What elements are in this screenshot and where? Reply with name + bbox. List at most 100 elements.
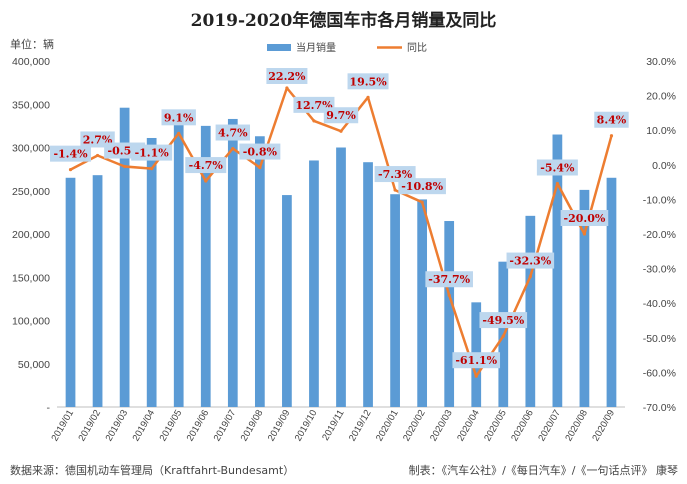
yoy-point bbox=[95, 153, 100, 158]
data-label-bg bbox=[479, 312, 528, 329]
yoy-point bbox=[366, 95, 370, 99]
bar bbox=[119, 107, 130, 408]
credit-note: 制表：《汽车公社》/《每日汽车》/《一句话点评》 康琴 bbox=[409, 463, 678, 477]
left-tick-label: 150,000 bbox=[12, 272, 50, 284]
right-tick-label: -40.0% bbox=[643, 298, 676, 310]
right-tick-label: -60.0% bbox=[643, 367, 676, 379]
data-label: 19.5% bbox=[349, 75, 387, 88]
left-tick-label: 400,000 bbox=[12, 56, 50, 68]
yoy-point bbox=[285, 86, 289, 90]
data-label: -5.4% bbox=[540, 161, 575, 174]
x-tick-label: 2019/02 bbox=[76, 408, 103, 443]
data-label: -1.4% bbox=[53, 148, 88, 161]
bar bbox=[336, 147, 346, 407]
bar bbox=[146, 137, 157, 408]
legend-label-sales: 当月销量 bbox=[296, 41, 336, 54]
data-label: -1.1% bbox=[135, 147, 170, 160]
x-tick-label: 2020/09 bbox=[590, 408, 617, 443]
data-label: -4.7% bbox=[189, 159, 224, 172]
bar-series bbox=[65, 107, 617, 408]
yoy-point bbox=[312, 119, 316, 123]
right-axis: -70.0% -60.0% -50.0% -40.0% -30.0% -20.0% -10.… bbox=[643, 56, 676, 414]
yoy-point bbox=[204, 179, 208, 183]
yoy-point bbox=[177, 131, 181, 135]
yoy-point bbox=[447, 293, 451, 297]
left-tick-label: - bbox=[47, 402, 51, 414]
data-label: -0.8% bbox=[243, 146, 278, 159]
data-label-bg bbox=[536, 159, 578, 176]
right-tick-label: -10.0% bbox=[643, 194, 676, 206]
data-label: -32.3% bbox=[509, 255, 551, 268]
x-tick-label: 2020/03 bbox=[428, 408, 455, 443]
data-label: 22.2% bbox=[268, 70, 306, 83]
data-label-bg bbox=[131, 144, 173, 161]
x-axis: 2019/01 2019/02 2019/03 2019/04 2019/05 2019/… bbox=[49, 408, 617, 443]
data-label: -7.3% bbox=[378, 168, 413, 181]
data-label: 4.7% bbox=[218, 127, 248, 140]
bar bbox=[309, 160, 319, 407]
right-tick-label: -30.0% bbox=[643, 264, 676, 276]
data-label: 9.7% bbox=[326, 109, 356, 122]
data-label-bg bbox=[560, 210, 609, 226]
x-tick-label: 2019/09 bbox=[266, 408, 293, 443]
x-tick-label: 2020/04 bbox=[455, 408, 482, 443]
x-tick-label: 2020/06 bbox=[509, 408, 536, 443]
data-label-bg bbox=[374, 166, 416, 183]
left-tick-label: 300,000 bbox=[12, 143, 50, 155]
x-tick-label: 2020/01 bbox=[374, 408, 401, 443]
legend-label-yoy: 同比 bbox=[407, 42, 427, 54]
data-label-bg bbox=[239, 143, 281, 160]
yoy-point bbox=[474, 374, 478, 378]
bar bbox=[606, 177, 617, 407]
right-tick-label: 30.0% bbox=[646, 56, 676, 68]
yoy-point bbox=[609, 134, 614, 138]
data-label-bg bbox=[506, 252, 555, 269]
x-tick-label: 2019/11 bbox=[320, 408, 346, 443]
x-tick-label: 2020/08 bbox=[563, 408, 590, 443]
yoy-point bbox=[420, 200, 424, 204]
yoy-point bbox=[150, 167, 154, 171]
yoy-point bbox=[528, 274, 532, 279]
yoy-point bbox=[123, 164, 127, 169]
data-label-bg bbox=[185, 157, 227, 174]
data-label: -61.1% bbox=[455, 354, 497, 367]
legend-swatch-sales bbox=[267, 44, 291, 51]
data-label: 8.4% bbox=[597, 114, 627, 127]
bar bbox=[363, 162, 373, 407]
data-label: 9.1% bbox=[164, 111, 194, 124]
bar bbox=[525, 215, 536, 407]
data-label: 12.7% bbox=[295, 99, 333, 112]
right-tick-label: -20.0% bbox=[643, 229, 676, 241]
right-tick-label: 10.0% bbox=[646, 125, 676, 137]
source-note: 数据来源：德国机动车管理局（Kraftfahrt-Bundesamt） bbox=[10, 463, 294, 477]
yoy-point bbox=[555, 181, 559, 186]
left-tick-label: 100,000 bbox=[12, 316, 50, 328]
right-tick-label: -50.0% bbox=[643, 333, 676, 345]
yoy-point bbox=[339, 129, 343, 133]
left-tick-label: 350,000 bbox=[12, 99, 50, 111]
left-tick-label: 250,000 bbox=[12, 186, 50, 198]
data-label: -49.5% bbox=[482, 314, 524, 327]
yoy-point bbox=[582, 232, 587, 236]
bar bbox=[92, 175, 103, 407]
x-tick-label: 2019/12 bbox=[347, 408, 374, 443]
right-tick-label: 20.0% bbox=[646, 91, 676, 103]
x-tick-label: 2020/02 bbox=[401, 408, 428, 443]
yoy-point bbox=[258, 165, 262, 170]
data-label-bg bbox=[323, 107, 359, 124]
left-tick-label: 50,000 bbox=[18, 359, 50, 371]
bar bbox=[579, 189, 590, 407]
bar bbox=[417, 199, 428, 407]
bar bbox=[65, 177, 76, 407]
yoy-point bbox=[393, 188, 397, 192]
data-label-bg bbox=[594, 111, 629, 128]
x-tick-label: 2019/01 bbox=[49, 408, 76, 443]
x-tick-label: 2020/07 bbox=[536, 408, 563, 443]
yoy-point bbox=[68, 168, 73, 172]
legend: 当月销量 同比 bbox=[267, 41, 427, 54]
data-label: -37.7% bbox=[428, 273, 470, 286]
right-tick-label: -70.0% bbox=[643, 402, 676, 414]
data-label-bg bbox=[161, 109, 196, 126]
bar bbox=[227, 118, 238, 407]
